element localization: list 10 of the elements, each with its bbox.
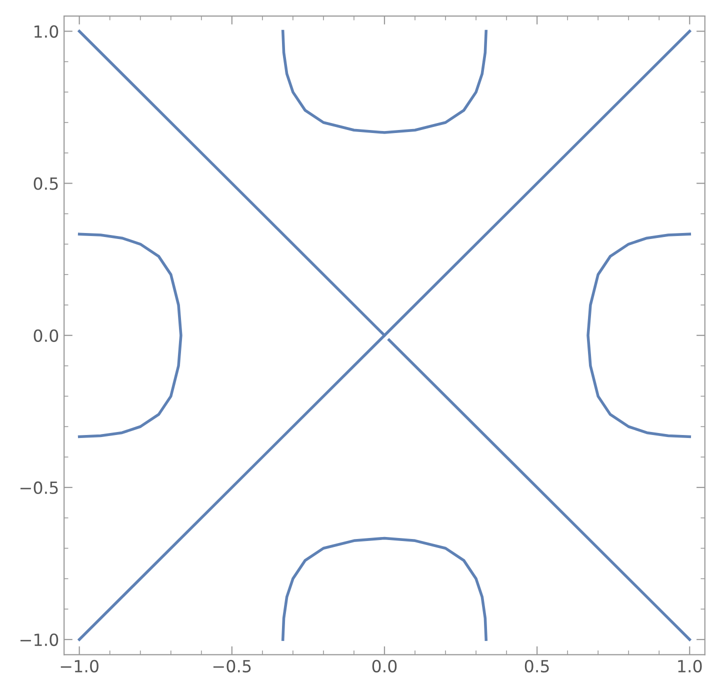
y-tick-label: −0.5 <box>20 481 58 494</box>
y-tick-label: 0.0 <box>34 329 58 342</box>
y-tick-label: 1.0 <box>34 25 58 38</box>
x-tick-label: −1.0 <box>60 660 98 672</box>
y-tick-label: 0.5 <box>34 177 58 190</box>
x-tick-label: 0.5 <box>524 660 549 672</box>
y-tick-label: −1.0 <box>20 633 58 646</box>
x-tick-label: 1.0 <box>678 660 702 672</box>
x-tick-label: 0.0 <box>372 660 397 672</box>
x-tick-label: −0.5 <box>213 660 251 672</box>
